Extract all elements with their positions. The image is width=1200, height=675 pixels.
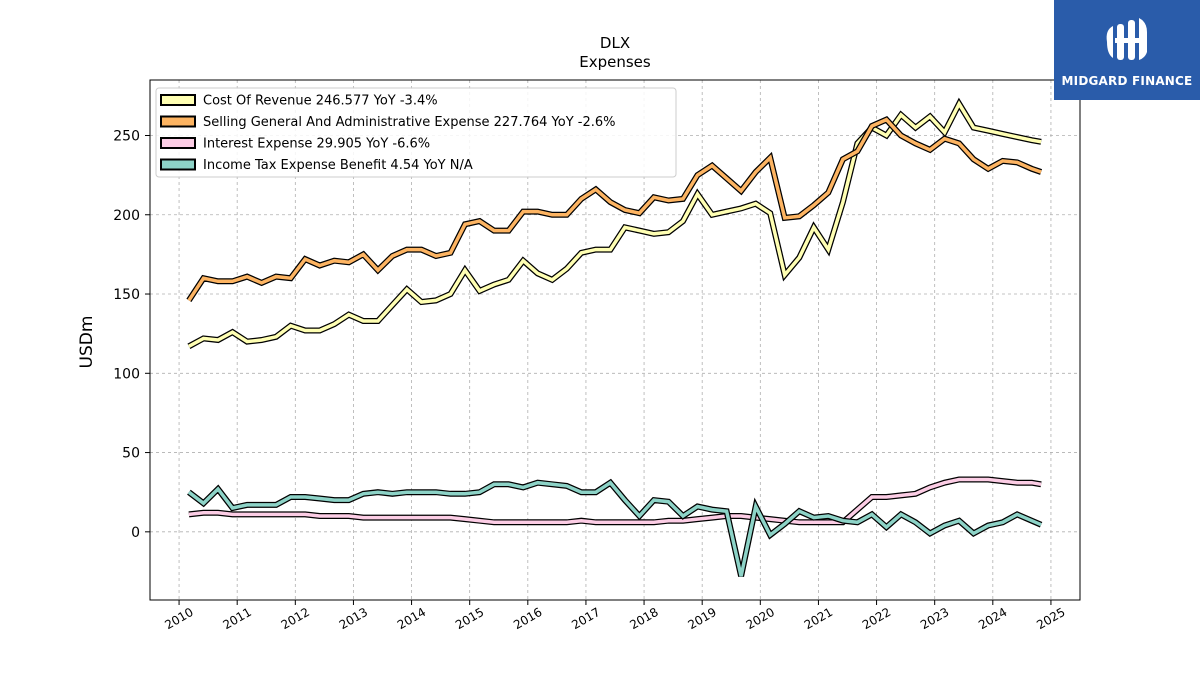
y-tick-label: 0	[131, 525, 140, 541]
x-tick-label: 2020	[744, 605, 777, 632]
chart-title: DLX	[600, 34, 630, 52]
legend-label-interest-expense: Interest Expense 29.905 YoY -6.6%	[203, 137, 430, 152]
y-tick-label: 50	[122, 446, 140, 462]
legend-label-income-tax-expense-benefit: Income Tax Expense Benefit 4.54 YoY N/A	[203, 158, 473, 173]
x-tick-label: 2019	[685, 605, 718, 632]
legend-label-cost-of-revenue: Cost Of Revenue 246.577 YoY -3.4%	[203, 94, 438, 109]
x-tick-label: 2024	[976, 605, 1009, 632]
legend-swatch-selling-general-and-administrative-expense	[160, 115, 196, 128]
y-axis-ticks: 0 50 100 150 200 250	[113, 128, 150, 541]
series-line-income-tax-expense-benefit	[187, 480, 1042, 577]
x-tick-label: 2014	[395, 605, 428, 632]
legend: Cost Of Revenue 246.577 YoY -3.4% Selling…	[155, 87, 677, 178]
chart-subtitle: Expenses	[579, 53, 651, 71]
legend-swatch-interest-expense	[160, 137, 196, 149]
x-tick-label: 2025	[1034, 605, 1067, 632]
x-tick-label: 2018	[627, 605, 660, 632]
legend-swatch-cost-of-revenue	[160, 94, 196, 106]
series-line-selling-general-and-administrative-expense	[187, 117, 1042, 302]
x-tick-label: 2022	[860, 605, 893, 632]
x-tick-label: 2021	[802, 605, 835, 632]
x-tick-label: 2011	[220, 605, 253, 632]
plot-frame	[149, 79, 1081, 601]
brand-logo: MIDGARD FINANCE	[1054, 0, 1200, 100]
y-tick-label: 100	[113, 366, 140, 382]
x-tick-label: 2010	[162, 605, 195, 632]
series-line-interest-expense	[188, 477, 1042, 525]
logo-text: MIDGARD FINANCE	[1061, 74, 1193, 88]
series-lines	[186, 97, 1043, 577]
midgard-logo-icon	[1106, 18, 1147, 60]
legend-frame	[155, 87, 677, 178]
x-tick-label: 2023	[918, 605, 951, 632]
x-tick-label: 2012	[279, 605, 312, 632]
x-tick-label: 2015	[453, 605, 486, 632]
x-tick-label: 2013	[337, 605, 370, 632]
y-tick-label: 200	[113, 208, 140, 224]
y-tick-label: 150	[113, 287, 140, 303]
y-axis-label: USDm	[77, 316, 97, 369]
x-tick-label: 2017	[569, 605, 602, 632]
y-tick-label: 250	[113, 128, 140, 144]
legend-label-selling-general-and-administrative-expense: Selling General And Administrative Expen…	[203, 115, 616, 130]
series-line-cost-of-revenue	[188, 100, 1042, 348]
x-tick-label: 2016	[511, 605, 544, 632]
legend-swatch-income-tax-expense-benefit	[160, 158, 196, 171]
x-axis-ticks: 2010 2011 2012 2013 2014 2015 2016 2017 2018 2019…	[162, 600, 1068, 632]
